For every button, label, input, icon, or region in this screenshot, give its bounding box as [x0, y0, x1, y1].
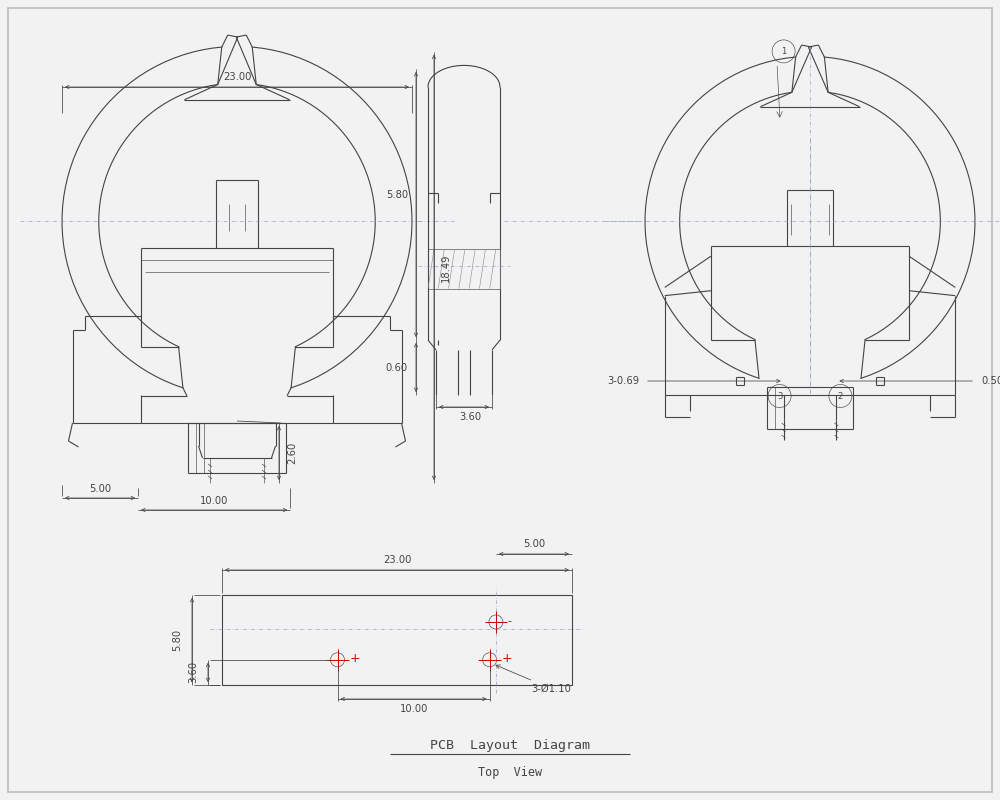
- Text: 2.60: 2.60: [287, 442, 297, 464]
- Text: 18.49: 18.49: [441, 253, 451, 282]
- Text: 5.00: 5.00: [523, 539, 545, 549]
- Bar: [222, 595, 572, 685]
- Text: 23.00: 23.00: [223, 72, 251, 82]
- Text: 2: 2: [838, 391, 843, 401]
- Text: 1: 1: [781, 47, 786, 56]
- Text: +: +: [502, 652, 512, 666]
- Text: PCB  Layout  Diagram: PCB Layout Diagram: [430, 739, 590, 752]
- Text: 0.60: 0.60: [386, 362, 408, 373]
- Text: 3-Ø1.10: 3-Ø1.10: [496, 665, 572, 694]
- Text: 3-0.69: 3-0.69: [607, 376, 639, 386]
- Text: 10.00: 10.00: [200, 496, 228, 506]
- Text: Top  View: Top View: [478, 766, 542, 779]
- Text: 0.50: 0.50: [981, 376, 1000, 386]
- Text: +: +: [350, 652, 360, 666]
- Text: 10.00: 10.00: [399, 704, 428, 714]
- Text: -: -: [508, 616, 512, 626]
- Text: 23.00: 23.00: [383, 555, 411, 565]
- Text: 5.00: 5.00: [89, 484, 111, 494]
- Text: 3.60: 3.60: [188, 662, 198, 683]
- Text: 3: 3: [777, 391, 782, 401]
- Text: 3.60: 3.60: [459, 412, 481, 422]
- Text: 5.80: 5.80: [386, 190, 408, 199]
- Text: 5.80: 5.80: [172, 629, 182, 651]
